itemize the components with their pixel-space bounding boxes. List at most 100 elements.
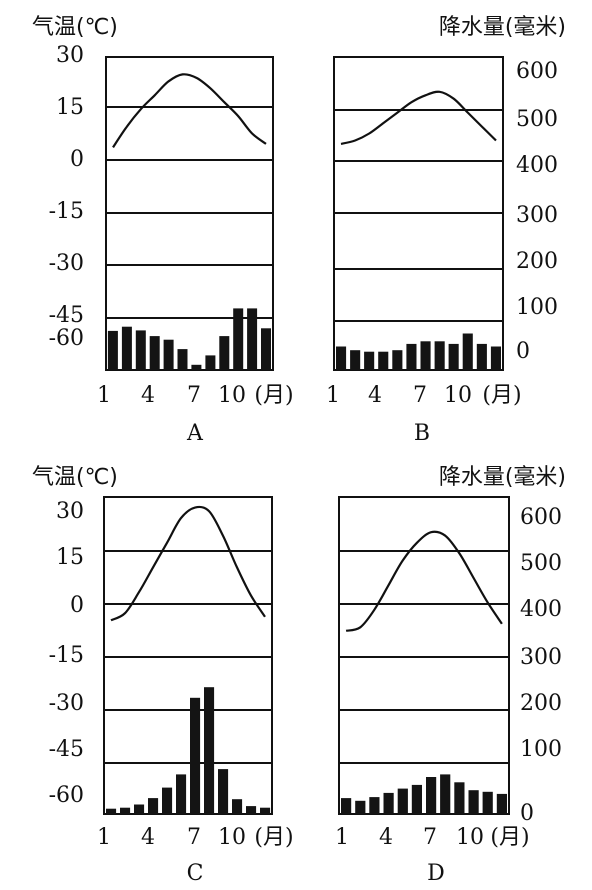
panel-d-precip-bar-month-6 xyxy=(411,784,422,814)
panel-a-xtick-10: 10 xyxy=(218,383,246,408)
panel-b-ytick-right-500: 500 xyxy=(516,107,558,132)
panel-c-xtick-4: 4 xyxy=(141,825,155,850)
panel-d-ytick-right-200: 200 xyxy=(520,691,562,716)
panel-d-ytick-right-400: 400 xyxy=(520,597,562,622)
panel-d-gridlines xyxy=(339,550,509,764)
panel-b-precip-bar-month-9 xyxy=(448,343,459,370)
panel-b-ytick-right-200: 200 xyxy=(516,249,558,274)
panel-c-precip-bar-month-6 xyxy=(176,774,187,814)
panel-c-left-header: 气温(℃) xyxy=(32,465,118,490)
panel-a-label: A xyxy=(186,421,204,446)
panel-a-xtick-7: 7 xyxy=(187,383,201,408)
panel-c-precip-bar-month-3 xyxy=(134,804,145,814)
panel-a-precip-bar-month-5 xyxy=(163,339,174,370)
panel-a-ytick-left-15: 15 xyxy=(56,95,84,120)
panel-c: 气温(℃) 30 15 0 -15 -30 -45 -60 1 4 7 10 (… xyxy=(32,465,294,886)
panel-a-precip-bar-month-2 xyxy=(121,326,132,370)
panel-c-precip-bar-month-2 xyxy=(120,807,131,814)
panel-b-xtick-10: 10 xyxy=(444,383,472,408)
panel-d-precip-bar-month-11 xyxy=(482,791,493,814)
panel-d-precip-bar-month-12 xyxy=(496,793,507,814)
panel-b-bars xyxy=(336,333,501,370)
panel-b-precip-bar-month-2 xyxy=(350,350,361,370)
panel-b: 降水量(毫米) 600 500 400 300 200 100 0 1 4 7 … xyxy=(326,15,566,446)
panel-a-precip-bar-month-10 xyxy=(233,308,244,370)
panel-c-xtick-10: 10 xyxy=(218,825,246,850)
panel-d-ytick-right-300: 300 xyxy=(520,645,562,670)
panel-a-precip-bar-month-7 xyxy=(191,364,202,370)
panel-c-ytick-left-m15: -15 xyxy=(49,643,84,668)
panel-b-precip-bar-month-10 xyxy=(462,333,473,370)
panel-b-ytick-right-600: 600 xyxy=(516,59,558,84)
panel-a-xtick-4: 4 xyxy=(141,383,155,408)
panel-d-precip-bar-month-10 xyxy=(468,790,479,814)
panel-d-precip-bar-month-3 xyxy=(369,797,380,814)
panel-a-precip-bar-month-3 xyxy=(135,330,146,370)
panel-b-gridlines xyxy=(334,109,503,322)
panel-c-ytick-left-0: 0 xyxy=(70,593,84,618)
panel-c-frame xyxy=(103,496,273,815)
panel-b-precip-bar-month-4 xyxy=(378,351,389,370)
panel-d-ytick-right-500: 500 xyxy=(520,551,562,576)
panel-a-temperature-line xyxy=(112,73,267,149)
panel-b-label: B xyxy=(414,421,430,446)
panel-d-xtick-10: 10 xyxy=(456,825,484,850)
panel-d-precip-bar-month-4 xyxy=(383,792,394,814)
panel-a-bars xyxy=(107,308,271,370)
panel-c-ytick-left-30: 30 xyxy=(56,499,84,524)
panel-a-ytick-left-m30: -30 xyxy=(49,251,84,276)
panel-c-ytick-left-m45: -45 xyxy=(49,737,84,762)
panel-a-ytick-left-m15: -15 xyxy=(49,199,84,224)
panel-c-xtick-7: 7 xyxy=(187,825,201,850)
panel-c-precip-bar-month-12 xyxy=(260,807,271,814)
panel-a-gridlines xyxy=(106,106,273,319)
panel-a-precip-bar-month-9 xyxy=(219,336,230,370)
panel-b-ytick-right-100: 100 xyxy=(516,295,558,320)
panel-c-ytick-left-15: 15 xyxy=(56,545,84,570)
panel-a-precip-bar-month-6 xyxy=(177,349,188,370)
panel-b-precip-bar-month-3 xyxy=(364,351,375,370)
panel-b-precip-bar-month-8 xyxy=(434,341,445,370)
panel-b-right-header: 降水量(毫米) xyxy=(439,15,566,40)
panel-d-precip-bar-month-9 xyxy=(454,782,465,814)
panel-c-ytick-left-m60: -60 xyxy=(49,783,84,808)
panel-c-temperature-line xyxy=(110,505,266,622)
panel-d-precip-bar-month-5 xyxy=(397,788,408,814)
panel-a-precip-bar-month-11 xyxy=(247,308,258,370)
panel-a: 气温(℃) 30 15 0 -15 -30 -45 -60 1 4 7 10 (… xyxy=(32,15,294,446)
panel-a-ytick-left-0: 0 xyxy=(70,147,84,172)
panel-a-precip-bar-month-8 xyxy=(205,355,216,370)
panel-b-xtick-1: 1 xyxy=(326,383,340,408)
panel-d-xtick-7: 7 xyxy=(423,825,437,850)
panel-d-precip-bar-month-1 xyxy=(341,798,352,814)
panel-b-precip-bar-month-5 xyxy=(392,350,403,370)
panel-b-xtick-7: 7 xyxy=(413,383,427,408)
panel-d-right-header: 降水量(毫米) xyxy=(439,465,566,490)
panel-c-precip-bar-month-5 xyxy=(162,787,173,814)
panel-a-ytick-left-30: 30 xyxy=(56,43,84,68)
panel-a-precip-bar-month-1 xyxy=(107,330,118,370)
panel-c-xtick-1: 1 xyxy=(97,825,111,850)
panel-a-precip-bar-month-4 xyxy=(149,336,160,370)
panel-b-precip-bar-month-11 xyxy=(476,343,487,370)
panel-b-xunit: (月) xyxy=(482,383,521,408)
panel-a-ytick-left-m45: -45 xyxy=(49,303,84,328)
panel-d-xunit: (月) xyxy=(490,825,529,850)
panel-c-xunit: (月) xyxy=(254,825,293,850)
panel-d-ytick-right-600: 600 xyxy=(520,505,562,530)
panel-d-label: D xyxy=(427,861,445,886)
panel-d-frame xyxy=(338,496,510,815)
panel-d-xtick-4: 4 xyxy=(379,825,393,850)
panel-b-precip-bar-month-6 xyxy=(406,343,417,370)
panel-b-precip-bar-month-1 xyxy=(336,346,347,370)
panel-d-bars xyxy=(341,774,507,814)
panel-c-precip-bar-month-10 xyxy=(232,799,243,814)
panel-c-precip-bar-month-1 xyxy=(106,808,117,814)
panel-b-ytick-right-400: 400 xyxy=(516,153,558,178)
panel-c-bars xyxy=(106,687,271,814)
panel-d-ytick-right-0: 0 xyxy=(520,801,534,826)
panel-d-temperature-line xyxy=(345,530,503,632)
panel-a-precip-bar-month-12 xyxy=(261,328,271,370)
panel-c-gridlines xyxy=(104,550,272,764)
